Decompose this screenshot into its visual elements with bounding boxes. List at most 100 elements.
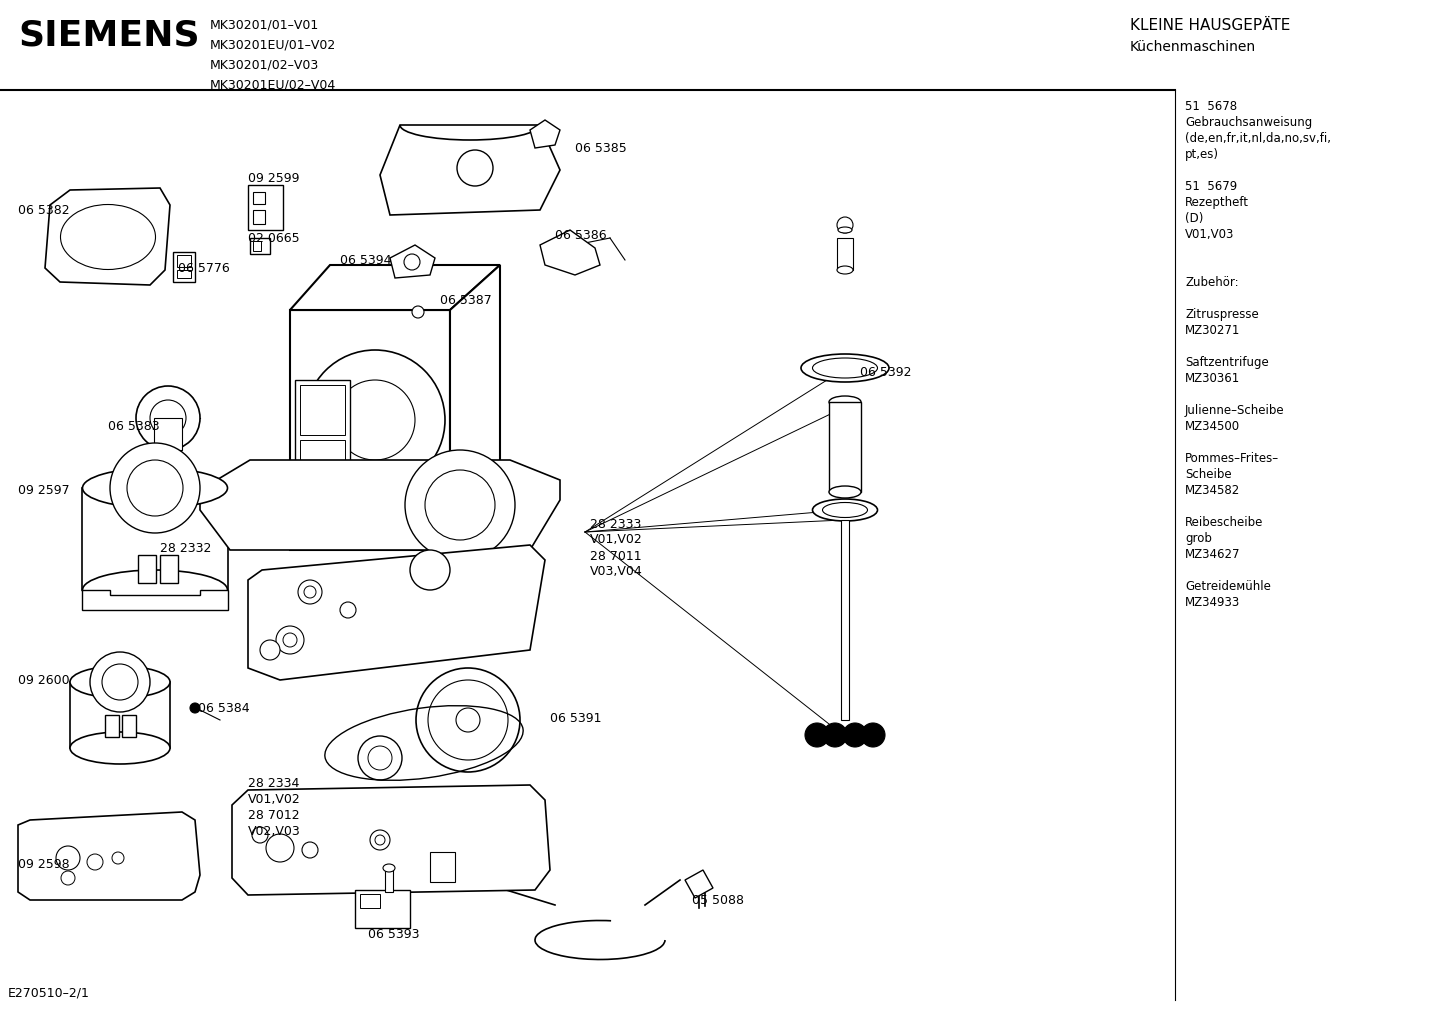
Text: V01,V03: V01,V03 — [1185, 228, 1234, 242]
Circle shape — [823, 723, 846, 747]
Ellipse shape — [836, 266, 854, 274]
Circle shape — [836, 217, 854, 233]
Bar — [177, 255, 190, 267]
Bar — [160, 555, 177, 583]
Text: MZ34500: MZ34500 — [1185, 420, 1240, 433]
Ellipse shape — [82, 468, 228, 508]
Polygon shape — [17, 812, 200, 900]
Text: 09 2597: 09 2597 — [17, 483, 69, 496]
Polygon shape — [389, 245, 435, 278]
Circle shape — [150, 400, 186, 436]
Text: MZ34933: MZ34933 — [1185, 596, 1240, 609]
Bar — [252, 210, 265, 224]
Text: Saftzentrifuge: Saftzentrifuge — [1185, 356, 1269, 369]
Text: (D): (D) — [1185, 212, 1204, 225]
Bar — [829, 403, 861, 492]
Circle shape — [404, 254, 420, 270]
Text: 06 5386: 06 5386 — [555, 228, 607, 242]
Ellipse shape — [384, 864, 395, 872]
Text: MK30201EU/01–V02: MK30201EU/01–V02 — [211, 38, 336, 51]
Ellipse shape — [822, 502, 868, 518]
Bar — [138, 555, 156, 583]
Circle shape — [265, 834, 294, 862]
Polygon shape — [685, 870, 712, 898]
Circle shape — [457, 150, 493, 186]
Ellipse shape — [812, 358, 878, 378]
Text: V03,V04: V03,V04 — [590, 566, 643, 579]
Circle shape — [375, 835, 385, 845]
Bar — [360, 894, 381, 908]
Bar — [173, 252, 195, 282]
Circle shape — [805, 723, 829, 747]
Circle shape — [275, 626, 304, 654]
Circle shape — [861, 723, 885, 747]
Text: pt,es): pt,es) — [1185, 148, 1218, 161]
Text: 28 2333: 28 2333 — [590, 518, 642, 531]
Text: MZ34627: MZ34627 — [1185, 548, 1240, 561]
Circle shape — [405, 450, 515, 560]
Text: SIEMENS: SIEMENS — [17, 18, 199, 52]
Circle shape — [456, 708, 480, 732]
Circle shape — [89, 652, 150, 712]
Circle shape — [298, 580, 322, 604]
Ellipse shape — [829, 396, 861, 408]
Circle shape — [371, 830, 389, 850]
Text: 06 5394: 06 5394 — [340, 254, 391, 267]
Polygon shape — [290, 265, 500, 310]
Bar — [385, 870, 394, 892]
Bar — [249, 238, 270, 254]
Circle shape — [415, 668, 521, 772]
Text: 06 5382: 06 5382 — [17, 204, 69, 216]
Circle shape — [87, 854, 102, 870]
Text: MZ34582: MZ34582 — [1185, 484, 1240, 497]
Polygon shape — [290, 310, 450, 550]
Bar — [123, 715, 136, 737]
Text: Julienne–Scheibe: Julienne–Scheibe — [1185, 404, 1285, 417]
Bar — [296, 380, 350, 500]
Text: Küchenmaschinen: Küchenmaschinen — [1131, 40, 1256, 54]
Bar — [300, 385, 345, 435]
Text: 06 5393: 06 5393 — [368, 928, 420, 942]
Text: 06 5383: 06 5383 — [108, 421, 160, 433]
Text: Scheibe: Scheibe — [1185, 468, 1231, 481]
Ellipse shape — [829, 486, 861, 498]
Text: grob: grob — [1185, 532, 1211, 545]
Text: 06 5387: 06 5387 — [440, 293, 492, 307]
Text: V01,V02: V01,V02 — [590, 534, 643, 546]
Bar — [836, 238, 854, 270]
Text: 09 2598: 09 2598 — [17, 858, 69, 871]
Text: E270510–2/1: E270510–2/1 — [9, 987, 89, 1000]
Circle shape — [425, 470, 495, 540]
Circle shape — [428, 680, 508, 760]
Text: Pommes–Frites–: Pommes–Frites– — [1185, 452, 1279, 465]
Bar — [355, 890, 410, 928]
Polygon shape — [539, 230, 600, 275]
Bar — [252, 192, 265, 204]
Circle shape — [304, 586, 316, 598]
Circle shape — [136, 386, 200, 450]
Circle shape — [358, 736, 402, 780]
Text: V01,V02: V01,V02 — [248, 793, 301, 806]
Ellipse shape — [812, 499, 878, 521]
Polygon shape — [82, 590, 228, 610]
Polygon shape — [381, 125, 559, 215]
Circle shape — [368, 746, 392, 770]
Text: KLEINE HAUSGЕРÄTE: KLEINE HAUSGЕРÄTE — [1131, 18, 1291, 33]
Text: 51  5678: 51 5678 — [1185, 100, 1237, 113]
Polygon shape — [531, 120, 559, 148]
Text: 06 5384: 06 5384 — [198, 701, 249, 714]
Text: 02 0665: 02 0665 — [248, 231, 300, 245]
Circle shape — [110, 443, 200, 533]
Text: Zitruspresse: Zitruspresse — [1185, 308, 1259, 321]
Text: Zubehör:: Zubehör: — [1185, 276, 1239, 289]
Ellipse shape — [71, 666, 170, 698]
Text: MZ30271: MZ30271 — [1185, 324, 1240, 337]
Text: 06 5385: 06 5385 — [575, 142, 627, 155]
Text: MK30201EU/02–V04: MK30201EU/02–V04 — [211, 78, 336, 91]
Text: 09 2600: 09 2600 — [17, 674, 69, 687]
Bar — [248, 185, 283, 230]
Circle shape — [102, 664, 138, 700]
Text: 51  5679: 51 5679 — [1185, 180, 1237, 193]
Ellipse shape — [800, 354, 890, 382]
Bar — [430, 852, 456, 882]
